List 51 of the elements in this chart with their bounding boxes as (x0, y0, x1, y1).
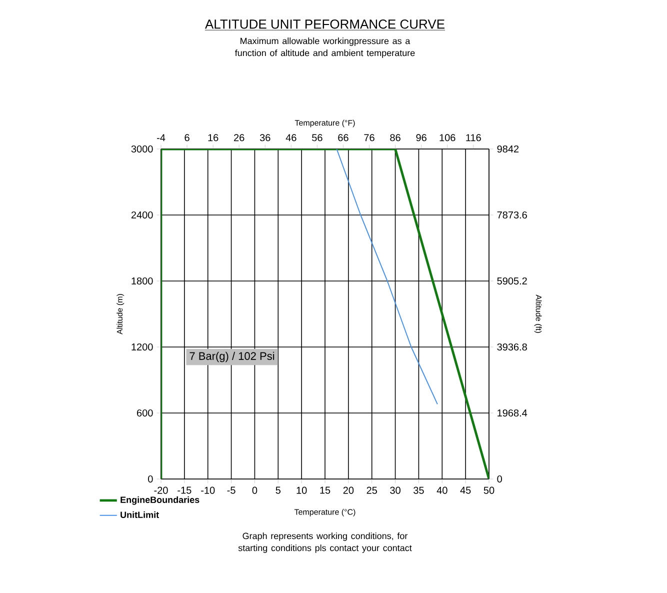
x2-axis-title: Temperature (°F) (294, 120, 355, 128)
y-axis-title: Altitude (m) (116, 294, 124, 334)
y2-tick-label: 5905.2 (497, 277, 527, 285)
x2-tick-label: 76 (364, 134, 374, 142)
x-tick-label: 35 (414, 486, 424, 494)
x-axis-title: Temperature (°C) (294, 508, 356, 516)
x2-tick-label: 26 (234, 134, 244, 142)
y2-tick-label: 7873.6 (497, 211, 527, 219)
x2-tick-label: 106 (440, 134, 456, 142)
line-series (336, 148, 438, 405)
annotation: 7 Bar(g) / 102 Psi (190, 352, 274, 362)
y-tick-label: 600 (137, 409, 153, 417)
y-tick-label: 3000 (131, 145, 153, 153)
x-tick-label: 15 (320, 486, 330, 494)
y2-tick-label: 9842 (497, 145, 519, 153)
x2-tick-label: 66 (338, 134, 348, 142)
x2-tick-label: 36 (260, 134, 270, 142)
x-tick-label: -20 (154, 486, 168, 494)
x-tick-label: 25 (366, 486, 377, 494)
x-tick-label: 50 (484, 486, 494, 494)
x2-tick-label: 16 (208, 134, 218, 142)
legend-label: UnitLimit (120, 511, 159, 518)
x2-tick-label: 86 (390, 134, 400, 142)
chart-subtitle: Maximum allowable workingpressure as a function of altitude and ambient temperature (234, 38, 415, 58)
chart-title: ALTITUDE UNIT PEFORMANCE CURVE (205, 20, 444, 29)
x2-tick-label: 116 (466, 134, 481, 142)
x-tick-label: 40 (436, 486, 448, 494)
x2-tick-label: -4 (157, 134, 166, 142)
y2-tick-label: 0 (497, 475, 502, 483)
x2-tick-label: 96 (416, 134, 426, 142)
x-tick-label: 45 (460, 486, 471, 494)
text: Graph represents working conditions, for starting conditions pls contact your contact (238, 532, 412, 553)
y-tick-label: 1200 (132, 343, 153, 351)
x2-tick-label: 56 (312, 134, 322, 142)
x-tick-label: 5 (276, 486, 281, 494)
y-tick-label: 1800 (132, 277, 153, 285)
x2-tick-label: 46 (286, 134, 296, 142)
x-tick-label: 30 (390, 486, 400, 494)
x-tick-label: 0 (252, 486, 258, 494)
y-tick-label: 2400 (131, 211, 153, 219)
x-tick-label: 10 (296, 486, 307, 494)
x-tick-label: -15 (178, 486, 192, 494)
y2-axis-title: Altitude (ft) (534, 294, 542, 333)
y2-tick-label: 1968.4 (498, 409, 528, 417)
x2-tick-label: 6 (184, 134, 190, 142)
x-tick-label: -10 (201, 486, 215, 494)
legend-label: EngineBoundaries (120, 496, 200, 505)
x-tick-label: 20 (343, 486, 354, 494)
x-tick-label: -5 (227, 486, 236, 494)
y-tick-label: 0 (148, 475, 153, 483)
y2-tick-label: 3936.8 (497, 343, 527, 351)
